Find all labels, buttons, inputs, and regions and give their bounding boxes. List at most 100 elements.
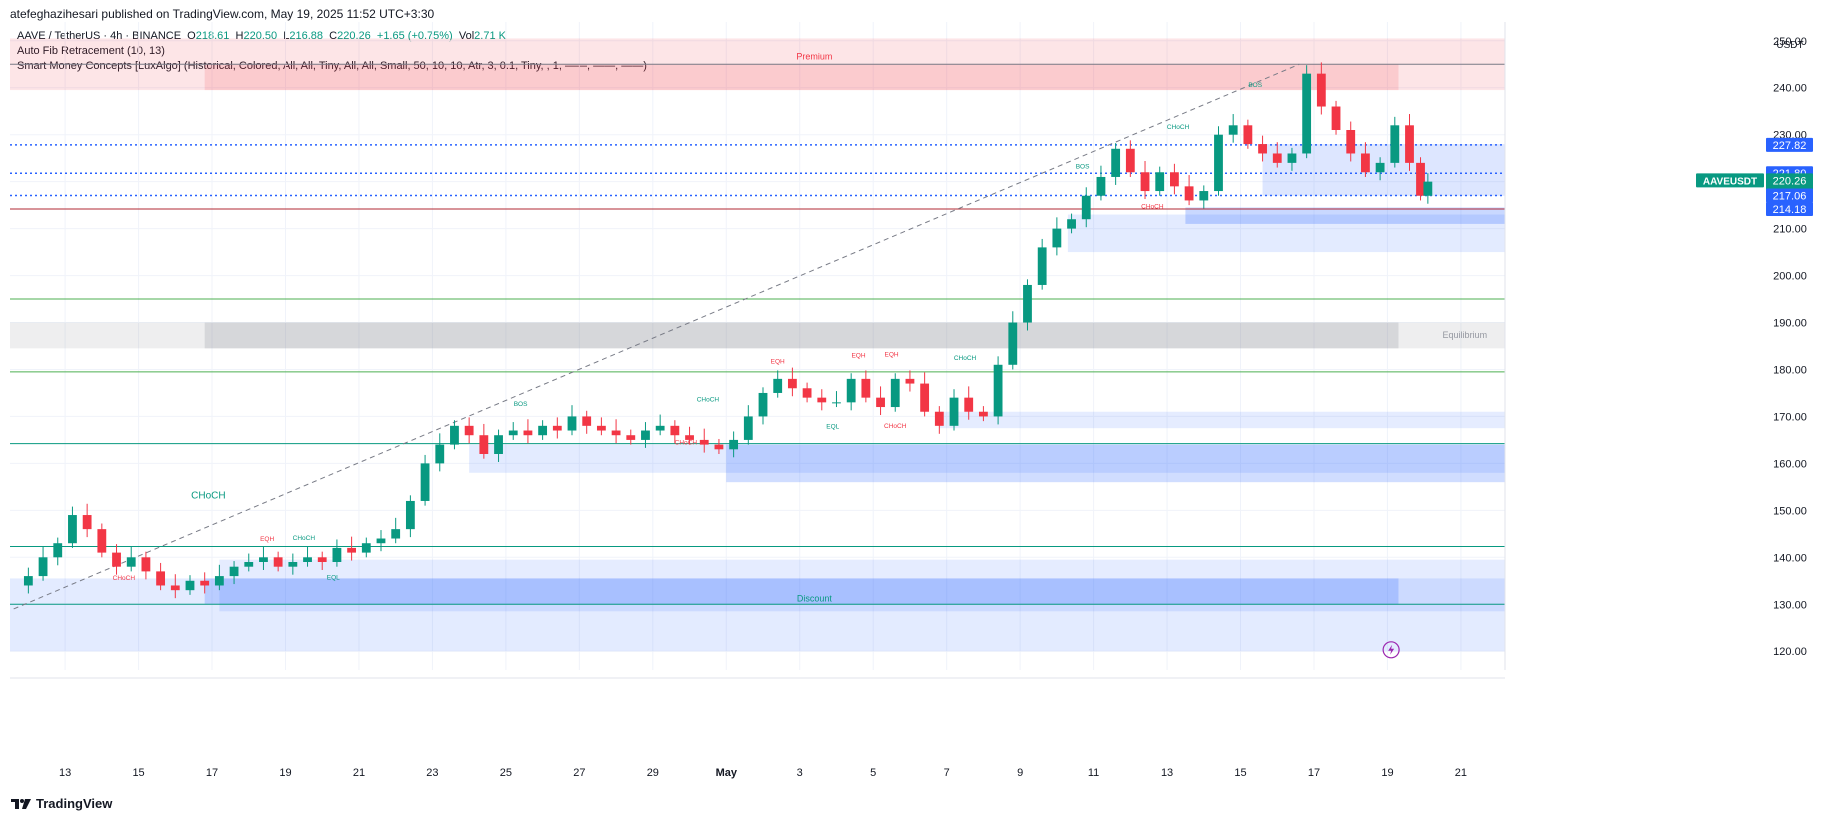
candle-body xyxy=(1258,144,1267,154)
candle-body xyxy=(846,378,856,403)
y-tick-label: 160.00 xyxy=(1773,458,1807,470)
fib-trend-line xyxy=(13,63,1300,610)
symbol-name[interactable]: AAVE / TetherUS · 4h · BINANCE xyxy=(17,30,182,42)
candle-body xyxy=(934,411,944,426)
candle-body xyxy=(1052,228,1062,248)
structure-label: CHoCH xyxy=(675,440,698,447)
price-axis-label: 214.18 xyxy=(1773,204,1807,216)
candle-body xyxy=(1067,219,1076,229)
structure-label: EQH xyxy=(260,536,274,543)
tradingview-logo-icon xyxy=(11,798,31,809)
candle-body xyxy=(420,463,430,501)
symbol-legend[interactable]: AAVE / TetherUS · 4h · BINANCE O218.61 H… xyxy=(17,30,506,42)
candle-body xyxy=(832,402,841,404)
candle-body xyxy=(1405,125,1414,163)
close-label: C xyxy=(329,30,338,42)
x-tick-label: 15 xyxy=(132,767,144,779)
x-tick-label: May xyxy=(716,767,738,779)
candle-body xyxy=(743,416,753,440)
x-tick-label: 27 xyxy=(573,767,585,779)
candle-body xyxy=(861,378,871,398)
candle-body xyxy=(552,425,562,431)
high-value: 220.50 xyxy=(243,30,278,42)
y-tick-label: 130.00 xyxy=(1773,599,1807,611)
x-tick-label: 19 xyxy=(1381,767,1393,779)
volume-value: 2.71 K xyxy=(474,30,506,42)
candle-body xyxy=(993,364,1003,417)
y-tick-label: 170.00 xyxy=(1773,411,1807,423)
candle-body xyxy=(1184,186,1194,201)
candle-body xyxy=(347,547,357,553)
candle-body xyxy=(1346,130,1356,154)
x-tick-label: 13 xyxy=(59,767,71,779)
candle-body xyxy=(82,515,92,530)
premium-label: Premium xyxy=(796,51,832,61)
candle-body xyxy=(655,425,665,431)
candle-body xyxy=(1423,181,1433,196)
candle-body xyxy=(1390,125,1400,163)
candle-body xyxy=(464,425,474,436)
candle-body xyxy=(817,397,827,403)
candle-body xyxy=(126,557,136,567)
structure-label: BOS xyxy=(1248,82,1262,89)
price-axis-label: 220.26 xyxy=(1773,175,1807,187)
candle-body xyxy=(1096,176,1106,196)
candle-body xyxy=(714,444,724,450)
x-tick-label: 21 xyxy=(353,767,365,779)
candle-body xyxy=(523,430,533,436)
candle-body xyxy=(1416,162,1425,196)
candle-body xyxy=(259,557,268,562)
high-label: H xyxy=(235,30,244,42)
structure-label: EQH xyxy=(771,358,785,365)
candle-body xyxy=(332,547,342,562)
demand-block-wide xyxy=(219,559,1506,612)
structure-label: EQH xyxy=(851,352,865,359)
price-axis-label-box xyxy=(1766,173,1813,188)
candle-body xyxy=(1375,162,1385,173)
candle-body xyxy=(1243,125,1253,145)
candle-body xyxy=(38,557,48,577)
candle-body xyxy=(876,397,885,408)
candle-body xyxy=(1361,153,1370,173)
lightning-icon xyxy=(1382,641,1400,659)
structure-label: CHoCH xyxy=(697,396,720,403)
equilibrium-zone xyxy=(10,322,1505,349)
lightning-bolt-glyph xyxy=(1388,644,1395,655)
x-tick-label: 9 xyxy=(1017,767,1023,779)
candle-body xyxy=(611,430,621,436)
x-tick-label: 17 xyxy=(1308,767,1320,779)
indicator-smc-legend[interactable]: Smart Money Concepts [LuxAlgo] (Historic… xyxy=(17,60,647,72)
tradingview-brand[interactable]: TradingView xyxy=(10,796,112,811)
open-value: 218.61 xyxy=(195,30,230,42)
candle-body xyxy=(582,416,592,426)
bullish-order-block-4 xyxy=(1067,214,1505,253)
candle-body xyxy=(450,425,459,445)
candle-body xyxy=(758,392,768,417)
x-tick-label: 7 xyxy=(944,767,950,779)
candle-body xyxy=(802,388,812,398)
y-tick-label: 150.00 xyxy=(1773,505,1807,517)
x-tick-label: 15 xyxy=(1234,767,1246,779)
discount-zone xyxy=(10,578,1505,652)
x-tick-label: 17 xyxy=(206,767,218,779)
structure-label: CHoCH xyxy=(954,355,977,362)
y-tick-label: 200.00 xyxy=(1773,271,1807,283)
candle-body xyxy=(435,444,445,464)
candle-body xyxy=(1199,191,1209,201)
candle-body xyxy=(1316,73,1326,107)
premium-order-block xyxy=(204,64,1399,91)
candle-body xyxy=(626,435,636,440)
candle-body xyxy=(1155,172,1165,192)
x-tick-label: 29 xyxy=(647,767,659,779)
structure-label: CHoCH xyxy=(884,423,907,430)
bullish-order-block-3 xyxy=(939,411,1505,429)
open-label: O xyxy=(187,30,196,42)
candle-body xyxy=(670,425,680,436)
candle-body xyxy=(596,425,606,431)
indicator-fib-legend[interactable]: Auto Fib Retracement (10, 13) xyxy=(17,45,165,57)
price-axis-label-box xyxy=(1766,201,1813,216)
low-label: L xyxy=(283,30,290,42)
publisher-line: atefeghazihesari published on TradingVie… xyxy=(10,7,435,21)
bullish-order-block-5 xyxy=(1185,207,1505,224)
